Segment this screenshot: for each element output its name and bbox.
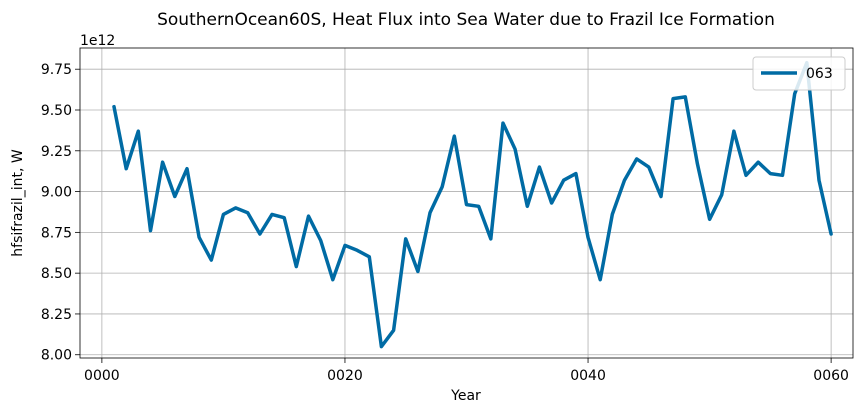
x-axis-title: Year (450, 388, 481, 404)
x-tick-label: 0000 (84, 368, 120, 384)
y-tick-label: 9.00 (41, 185, 72, 201)
plot-frame (79, 47, 854, 359)
series-layer (112, 60, 833, 349)
y-axis-title: hfsifrazil_int, W (10, 149, 26, 257)
x-tick-label: 0020 (327, 368, 363, 384)
y-tick-label: 8.25 (41, 307, 72, 323)
grid-lines (80, 48, 853, 358)
y-tick-label: 9.25 (41, 144, 72, 160)
x-tick-label: 0040 (570, 368, 606, 384)
legend: 063 (752, 56, 846, 91)
x-axis-ticks: 0000 0020 0040 0060 (84, 358, 849, 384)
chart-title: SouthernOcean60S, Heat Flux into Sea Wat… (157, 10, 775, 30)
y-tick-label: 9.50 (41, 103, 72, 119)
legend-label: 063 (806, 66, 833, 82)
y-offset-label: 1e12 (80, 33, 115, 49)
x-tick-label: 0060 (813, 368, 849, 384)
series-line-063 (112, 60, 833, 349)
y-tick-label: 8.50 (41, 266, 72, 282)
legend-box (752, 56, 846, 91)
y-tick-label: 8.75 (41, 225, 72, 241)
y-tick-label: 8.00 (41, 348, 72, 364)
y-axis-ticks: 8.00 8.25 8.50 8.75 9.00 9.25 9.50 9.75 (41, 62, 80, 364)
y-tick-label: 9.75 (41, 62, 72, 78)
